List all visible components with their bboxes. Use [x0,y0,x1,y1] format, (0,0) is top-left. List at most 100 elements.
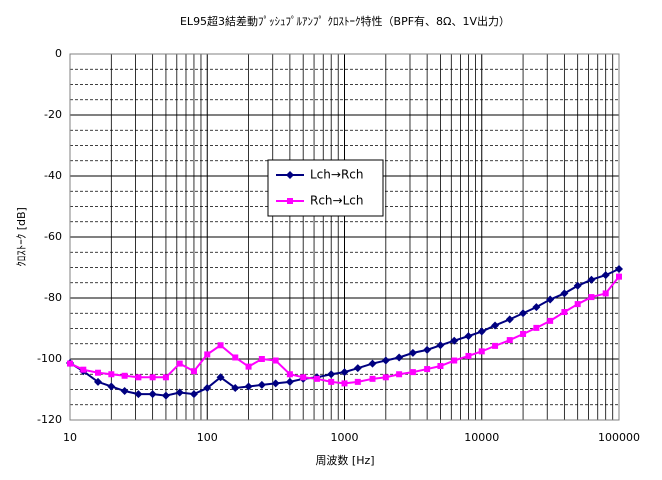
marker [408,348,417,357]
marker [107,382,116,391]
marker [245,363,252,370]
marker [491,321,500,330]
marker [561,309,568,316]
marker [368,359,377,368]
marker [465,352,472,359]
marker [423,345,432,354]
marker [505,315,514,324]
marker [272,357,279,364]
marker [95,369,102,376]
marker [341,380,348,387]
y-tick-label: -40 [44,169,62,182]
marker [369,375,376,382]
marker [519,309,528,318]
legend-label: Rch→Lch [310,194,363,208]
marker [602,290,609,297]
marker [80,366,87,373]
legend-box [267,159,384,217]
x-tick-label: 100 [197,431,218,444]
marker [189,390,198,399]
marker [573,281,582,290]
legend-marker [287,198,293,204]
marker [451,357,458,364]
marker [313,375,320,382]
marker [271,379,280,388]
x-tick-label: 10 [63,431,77,444]
marker [382,374,389,381]
marker [176,360,183,367]
marker [574,301,581,308]
marker [340,368,349,377]
marker [232,354,239,361]
marker [231,383,240,392]
marker [353,364,362,373]
marker [450,336,459,345]
marker [148,390,157,399]
marker [327,370,336,379]
marker [532,303,541,312]
plot-border [69,53,620,421]
marker [203,383,212,392]
marker [216,373,225,382]
y-tick-label: -80 [44,291,62,304]
marker [436,341,445,350]
marker [258,356,265,362]
y-tick-label: -60 [44,230,62,243]
marker [560,289,569,298]
marker [67,360,73,367]
marker [547,317,554,324]
marker [285,377,294,386]
chart-title: EL95超3結差動ﾌﾟｯｼｭﾌﾟﾙｱﾝﾌﾟ ｸﾛｽﾄｰｸ特性（BPF有、8Ω、1… [180,14,510,28]
marker [478,348,485,355]
marker [190,368,197,375]
marker [134,390,143,399]
marker [381,356,390,365]
marker [149,374,156,381]
marker [601,271,610,280]
marker [409,369,416,376]
marker [286,371,293,378]
marker [354,378,361,385]
legend-marker [286,171,294,179]
marker [300,374,307,381]
marker [162,374,169,381]
x-tick-label: 1000 [331,431,359,444]
marker [616,273,622,280]
marker [615,265,623,274]
marker [588,294,595,301]
marker [217,342,224,349]
marker [464,332,473,341]
y-tick-label: -100 [37,352,62,365]
marker [437,363,444,370]
x-tick-label: 100000 [598,431,640,444]
x-tick-label: 10000 [464,431,499,444]
marker [244,382,253,391]
marker [94,377,103,386]
marker [120,387,129,396]
marker [546,295,555,304]
marker [492,342,499,349]
marker [204,351,211,358]
marker [108,371,115,378]
marker [396,371,403,378]
y-tick-label: -120 [37,413,62,426]
marker [257,380,266,389]
marker [395,353,404,362]
y-tick-label: -20 [44,108,62,121]
y-tick-label: 0 [55,47,62,60]
marker [121,372,128,379]
marker [587,275,596,284]
x-axis-label: 周波数 [Hz] [315,454,374,467]
marker [175,388,184,397]
marker [135,374,142,381]
marker [161,391,170,400]
marker [506,337,513,344]
y-axis-label: ｸﾛｽﾄｰｸ [dB] [15,207,28,267]
marker [477,327,486,336]
marker [424,366,431,373]
marker [533,324,540,331]
marker [328,378,335,385]
marker [520,330,527,337]
